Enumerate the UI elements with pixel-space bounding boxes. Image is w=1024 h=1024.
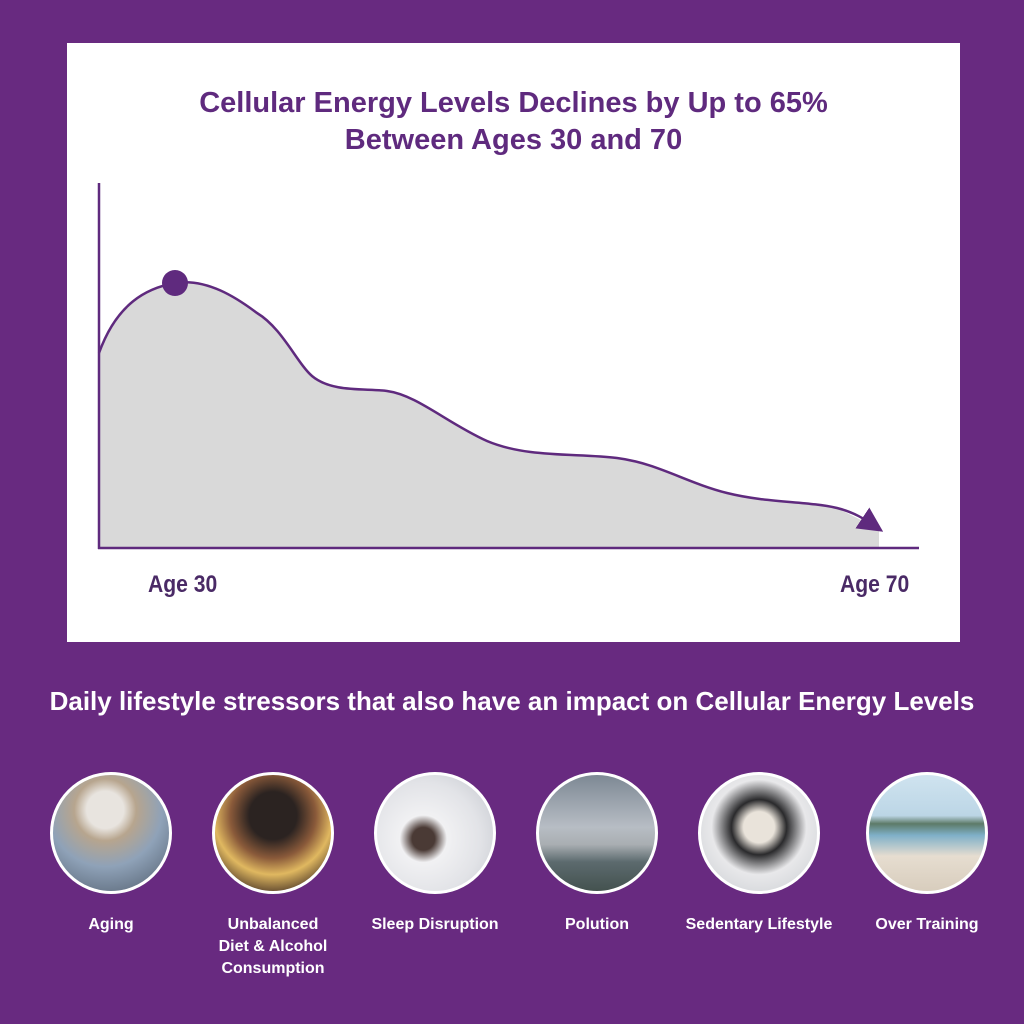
stressor-sedentary: Sedentary Lifestyle xyxy=(674,772,844,936)
stressor-aging: Aging xyxy=(26,772,196,936)
stressor-label: Sedentary Lifestyle xyxy=(685,916,833,933)
stressor-sleep: Sleep Disruption xyxy=(350,772,520,936)
chart-panel: Cellular Energy Levels Declines by Up to… xyxy=(67,43,960,642)
curve-line xyxy=(97,280,884,532)
sleep-photo xyxy=(374,772,496,894)
x-start-label: Age 30 xyxy=(148,571,218,598)
stressor-label: Over Training xyxy=(875,916,979,933)
title-line-1: Cellular Energy Levels Declines by Up to… xyxy=(199,87,828,119)
stressor-diet: Unbalanced Diet & Alcohol Consumption xyxy=(188,772,358,980)
x-end-label: Age 70 xyxy=(840,571,910,598)
stressor-over-training: Over Training xyxy=(842,772,1012,936)
over-training-photo xyxy=(866,772,988,894)
peak-marker xyxy=(162,270,188,296)
stressor-label: Unbalanced Diet & Alcohol Consumption xyxy=(218,916,328,977)
title-line-2: Between Ages 30 and 70 xyxy=(344,124,683,156)
stressor-pollution: Polution xyxy=(512,772,682,936)
stressors-heading: Daily lifestyle stressors that also have… xyxy=(49,686,975,716)
chart-title: Cellular Energy Levels Declines by Up to… xyxy=(67,85,960,159)
pollution-photo xyxy=(536,772,658,894)
sedentary-photo xyxy=(698,772,820,894)
diet-photo xyxy=(212,772,334,894)
stressor-label: Polution xyxy=(565,916,629,933)
curve-area xyxy=(99,282,879,548)
energy-curve-chart xyxy=(97,183,919,550)
stressor-label: Sleep Disruption xyxy=(371,916,499,933)
aging-photo xyxy=(50,772,172,894)
stressor-label: Aging xyxy=(88,916,134,933)
